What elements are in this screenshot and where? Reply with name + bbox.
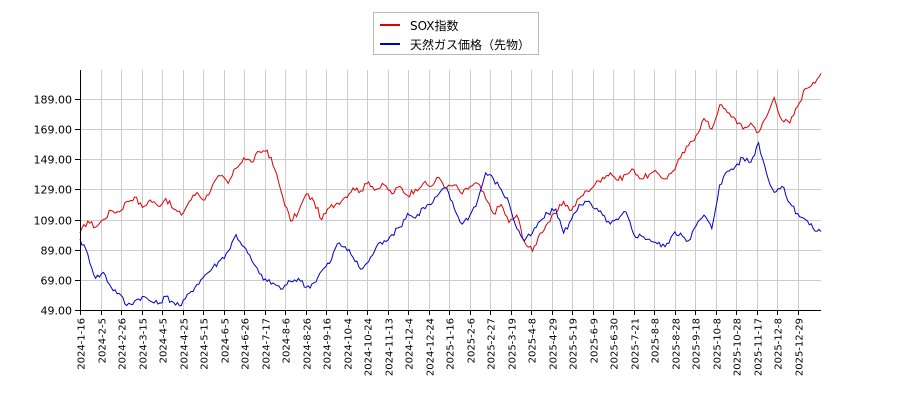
x-tick-label: 2025-7-21 — [631, 318, 642, 370]
legend-label: 天然ガス価格（先物） — [410, 37, 531, 52]
x-tick-label: 2024-4-5 — [159, 318, 170, 363]
x-tick-label: 2024-9-16 — [323, 318, 334, 370]
x-tick-label: 2025-10-8 — [713, 318, 724, 370]
x-tick-label: 2025-2-27 — [487, 318, 498, 370]
x-tick-label: 2024-8-26 — [303, 318, 314, 370]
x-tick-label: 2025-2-6 — [467, 318, 478, 363]
x-tick-label: 2025-12-8 — [774, 318, 785, 370]
x-tick-label: 2024-10-4 — [344, 318, 355, 370]
x-tick-label: 2024-12-4 — [405, 318, 416, 370]
y-tick-label: 89.00 — [41, 245, 73, 258]
x-tick-label: 2025-8-28 — [672, 318, 683, 370]
x-tick-label: 2025-4-29 — [549, 318, 560, 370]
x-tick-label: 2025-11-17 — [754, 318, 765, 376]
x-tick-label: 2024-7-17 — [262, 318, 273, 370]
x-tick-label: 2024-6-5 — [221, 318, 232, 363]
axes — [75, 70, 821, 315]
x-tick-label: 2025-8-8 — [651, 318, 662, 363]
legend-item-natural-gas: 天然ガス価格（先物） — [380, 35, 530, 53]
x-tick-label: 2024-3-15 — [139, 318, 150, 370]
y-tick-label: 69.00 — [41, 275, 73, 288]
y-tick-label: 189.00 — [34, 94, 73, 107]
x-tick-label: 2024-2-5 — [98, 318, 109, 363]
x-tick-label: 2024-6-26 — [241, 318, 252, 370]
y-tick-label: 169.00 — [34, 124, 73, 137]
x-tick-label: 2025-3-19 — [508, 318, 519, 370]
legend-swatch-blue-line-icon — [380, 43, 400, 45]
x-tick-label: 2025-9-18 — [692, 318, 703, 370]
y-tick-label: 49.00 — [41, 305, 73, 318]
legend-swatch-red-line-icon — [380, 24, 400, 26]
x-tick-label: 2025-6-9 — [590, 318, 601, 363]
x-tick-label: 2025-4-8 — [528, 318, 539, 363]
x-tick-label: 2024-1-16 — [77, 318, 88, 370]
x-tick-label: 2025-12-29 — [795, 318, 806, 376]
legend-label: SOX指数 — [410, 18, 459, 33]
y-tick-label: 129.00 — [34, 184, 73, 197]
x-tick-label: 2025-1-16 — [446, 318, 457, 370]
x-tick-label: 2025-6-30 — [610, 318, 621, 370]
x-tick-label: 2024-2-26 — [118, 318, 129, 370]
natural-gas-line — [79, 141, 822, 307]
x-tick-label: 2024-10-24 — [364, 318, 375, 376]
series-lines — [79, 73, 822, 307]
legend: SOX指数 天然ガス価格（先物） — [373, 12, 539, 55]
gridlines — [80, 70, 821, 310]
x-tick-label: 2024-4-25 — [180, 318, 191, 370]
x-tick-label: 2024-11-13 — [385, 318, 396, 376]
x-tick-label: 2024-12-24 — [426, 318, 437, 376]
y-axis-ticks: 49.00 69.00 89.00 109.00 129.00 149.00 169.00 1… — [34, 94, 73, 318]
y-tick-label: 109.00 — [34, 215, 73, 228]
x-tick-label: 2024-5-15 — [200, 318, 211, 370]
x-tick-label: 2025-5-19 — [569, 318, 580, 370]
y-tick-label: 149.00 — [34, 154, 73, 167]
x-tick-label: 2024-8-6 — [282, 318, 293, 363]
sox-index-line — [79, 73, 822, 253]
x-tick-label: 2025-10-28 — [733, 318, 744, 376]
x-axis-ticks: 2024-1-16 2024-2-5 2024-2-26 2024-3-15 2024-… — [77, 318, 806, 376]
legend-item-sox: SOX指数 — [380, 16, 459, 34]
